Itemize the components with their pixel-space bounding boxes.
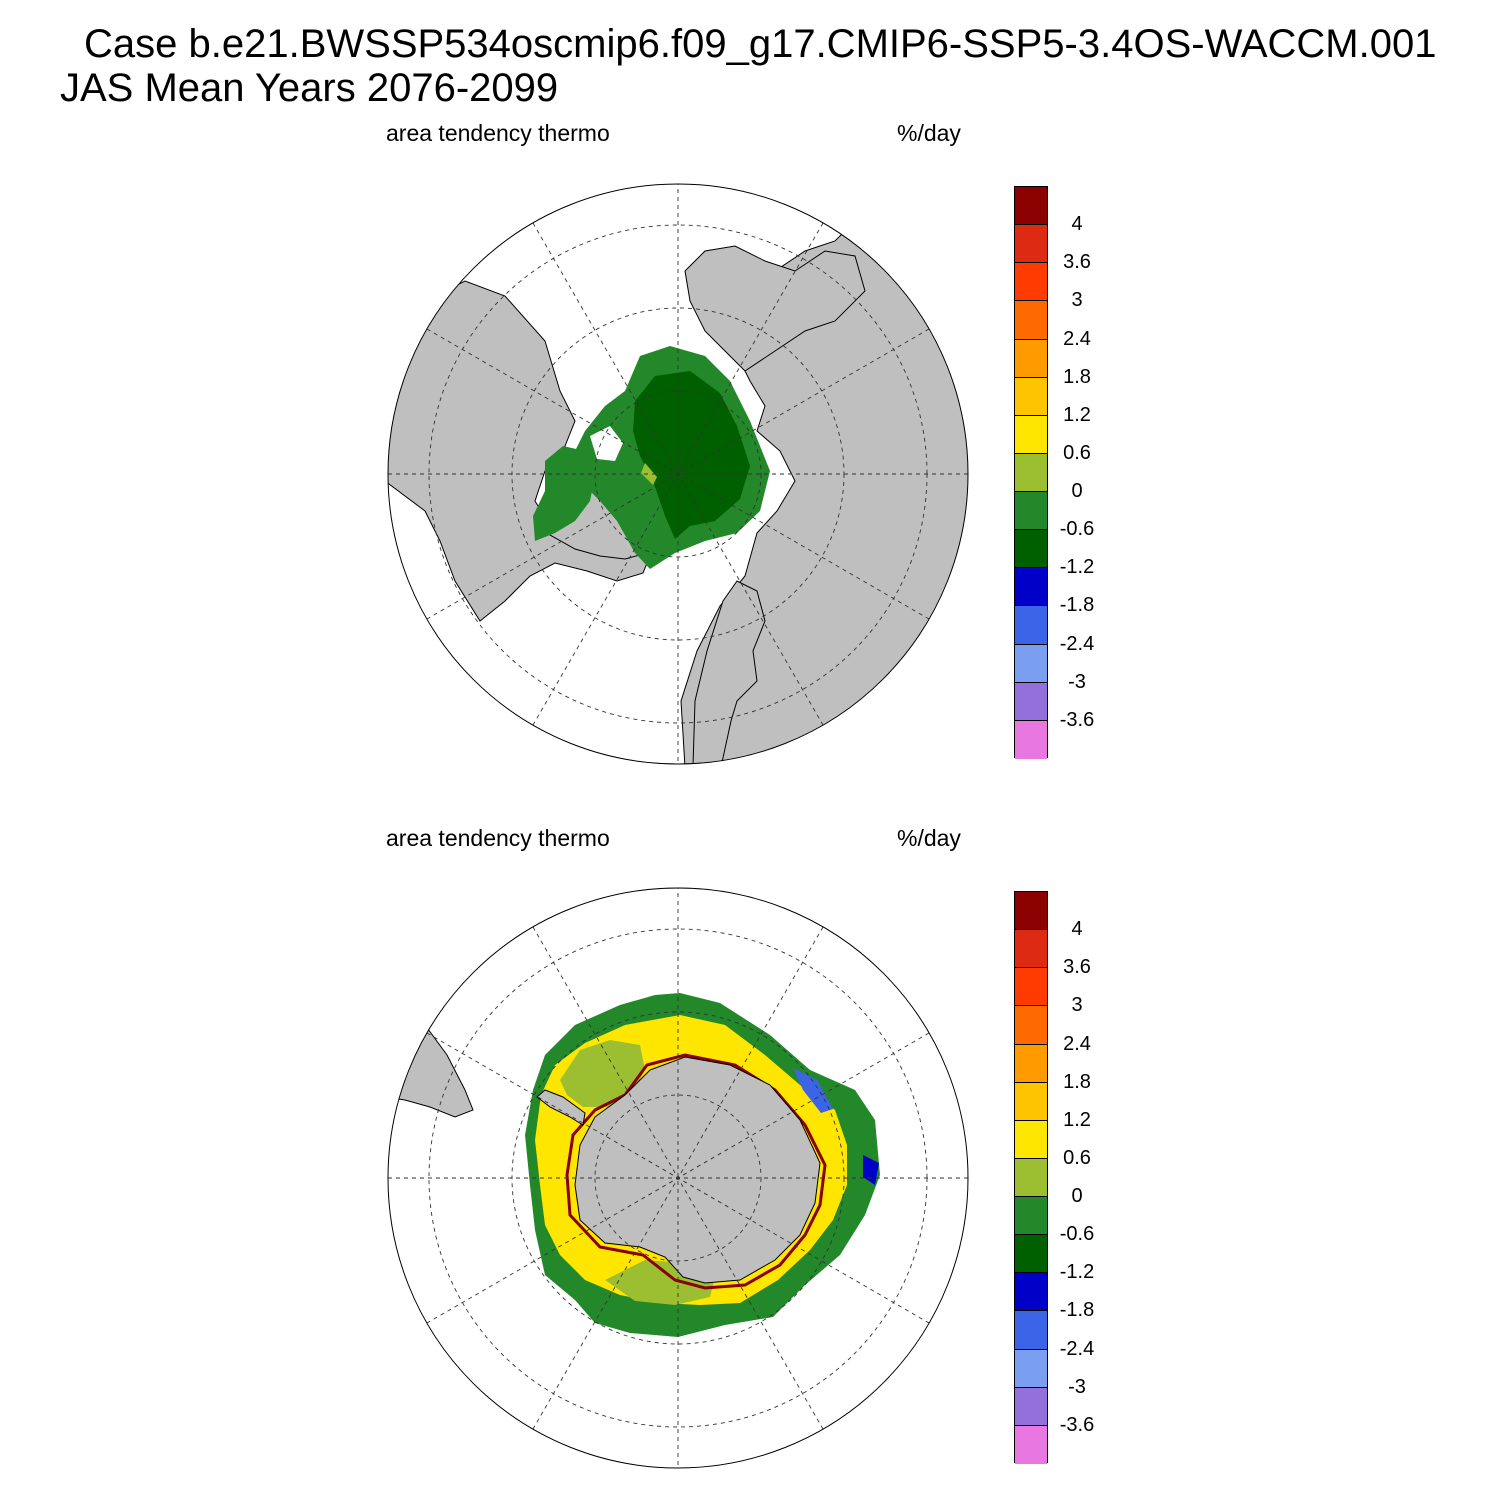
colorbar-swatch: [1015, 1311, 1047, 1350]
arctic-ice-edge: [641, 463, 657, 485]
colorbar-tick-label: 0: [1071, 1185, 1083, 1208]
colorbar-tick-label: 3.6: [1063, 251, 1091, 274]
colorbar-swatch: [1015, 720, 1047, 759]
colorbar-tick-label: 3: [1071, 994, 1083, 1017]
antarctic-peninsula-land: [536, 1089, 586, 1126]
colorbar-tick-label: 1.8: [1063, 365, 1091, 388]
colorbar-swatch: [1015, 968, 1047, 1007]
colorbar-swatch: [1015, 892, 1047, 931]
colorbar-swatch: [1015, 644, 1047, 683]
colorbar-swatch: [1015, 568, 1047, 607]
colorbar-swatch: [1015, 415, 1047, 454]
seaice-darkblue-patch: [863, 1155, 879, 1185]
colorbar-tick-label: 0: [1071, 480, 1083, 503]
colorbar-swatch: [1015, 453, 1047, 492]
colorbar-tick-label: -0.6: [1059, 518, 1095, 541]
colorbar-tick-label: 0.6: [1063, 1146, 1091, 1169]
colorbar-swatch: [1015, 187, 1047, 226]
colorbar-swatch: [1015, 1273, 1047, 1312]
colorbar-swatch: [1015, 1425, 1047, 1464]
panel-north-units-label: %/day: [897, 120, 961, 146]
colorbar-tick-label: -2.4: [1059, 632, 1095, 655]
colorbar-swatch: [1015, 1082, 1047, 1121]
panel-north-variable-label: area tendency thermo: [386, 120, 610, 146]
colorbar-swatch: [1015, 682, 1047, 721]
seaice-blue-patch: [793, 1068, 833, 1113]
colorbar-tick-label: -1.8: [1059, 1299, 1095, 1322]
colorbar-swatch: [1015, 530, 1047, 569]
panel-south-units-label: %/day: [897, 825, 961, 851]
colorbar-tick-label: -3: [1068, 1375, 1086, 1398]
colorbar-north: [1014, 186, 1048, 759]
colorbar-swatch: [1015, 263, 1047, 302]
colorbar-swatch: [1015, 1197, 1047, 1236]
title-period: JAS Mean Years 2076-2099: [60, 66, 559, 110]
colorbar-swatch: [1015, 1235, 1047, 1274]
colorbar-tick-label: 4: [1071, 918, 1083, 941]
siberia-land: [684, 245, 866, 372]
colorbar-tick-label: 4: [1071, 213, 1083, 236]
colorbar-tick-label: 3.6: [1063, 956, 1091, 979]
colorbar-tick-label: 1.2: [1063, 1108, 1091, 1131]
colorbar-tick-label: 2.4: [1063, 327, 1091, 350]
colorbar-swatch: [1015, 930, 1047, 969]
colorbar-swatch: [1015, 1120, 1047, 1159]
colorbar-tick-label: -1.2: [1059, 1261, 1095, 1284]
colorbar-tick-label: 2.4: [1063, 1032, 1091, 1055]
colorbar-swatch: [1015, 606, 1047, 645]
seaice-weddell-olive: [560, 1040, 645, 1107]
colorbar-swatch: [1015, 1006, 1047, 1045]
colorbar-swatch: [1015, 492, 1047, 531]
colorbar-swatch: [1015, 1044, 1047, 1083]
colorbar-swatch: [1015, 1158, 1047, 1197]
colorbar-swatch: [1015, 225, 1047, 264]
colorbar-tick-label: 3: [1071, 289, 1083, 312]
colorbar-tick-label: -0.6: [1059, 1223, 1095, 1246]
colorbar-tick-label: 1.2: [1063, 403, 1091, 426]
north-polar-map: [387, 183, 969, 765]
scandinavia-land: [692, 580, 766, 764]
antarctica-land: [574, 1056, 821, 1284]
colorbar-swatch: [1015, 301, 1047, 340]
colorbar-tick-label: 0.6: [1063, 441, 1091, 464]
colorbar-swatch: [1015, 1387, 1047, 1426]
colorbar-tick-label: -2.4: [1059, 1337, 1095, 1360]
colorbar-swatch: [1015, 377, 1047, 416]
colorbar-swatch: [1015, 339, 1047, 378]
title-case: Case b.e21.BWSSP534oscmip6.f09_g17.CMIP6…: [84, 22, 1437, 66]
south-polar-map: [387, 887, 969, 1469]
colorbar-tick-label: -1.8: [1059, 594, 1095, 617]
colorbar-tick-label: 1.8: [1063, 1070, 1091, 1093]
arctic-ice-inner: [633, 371, 750, 539]
panel-south-variable-label: area tendency thermo: [386, 825, 610, 851]
seaice-red-edge: [565, 1053, 827, 1290]
colorbar-tick-label: -3.6: [1059, 1413, 1095, 1436]
colorbar-tick-label: -1.2: [1059, 556, 1095, 579]
colorbar-south: [1014, 891, 1048, 1464]
colorbar-tick-label: -3.6: [1059, 708, 1095, 731]
colorbar-swatch: [1015, 1349, 1047, 1388]
canadian-archipelago-ice: [533, 446, 595, 541]
colorbar-tick-label: -3: [1068, 670, 1086, 693]
